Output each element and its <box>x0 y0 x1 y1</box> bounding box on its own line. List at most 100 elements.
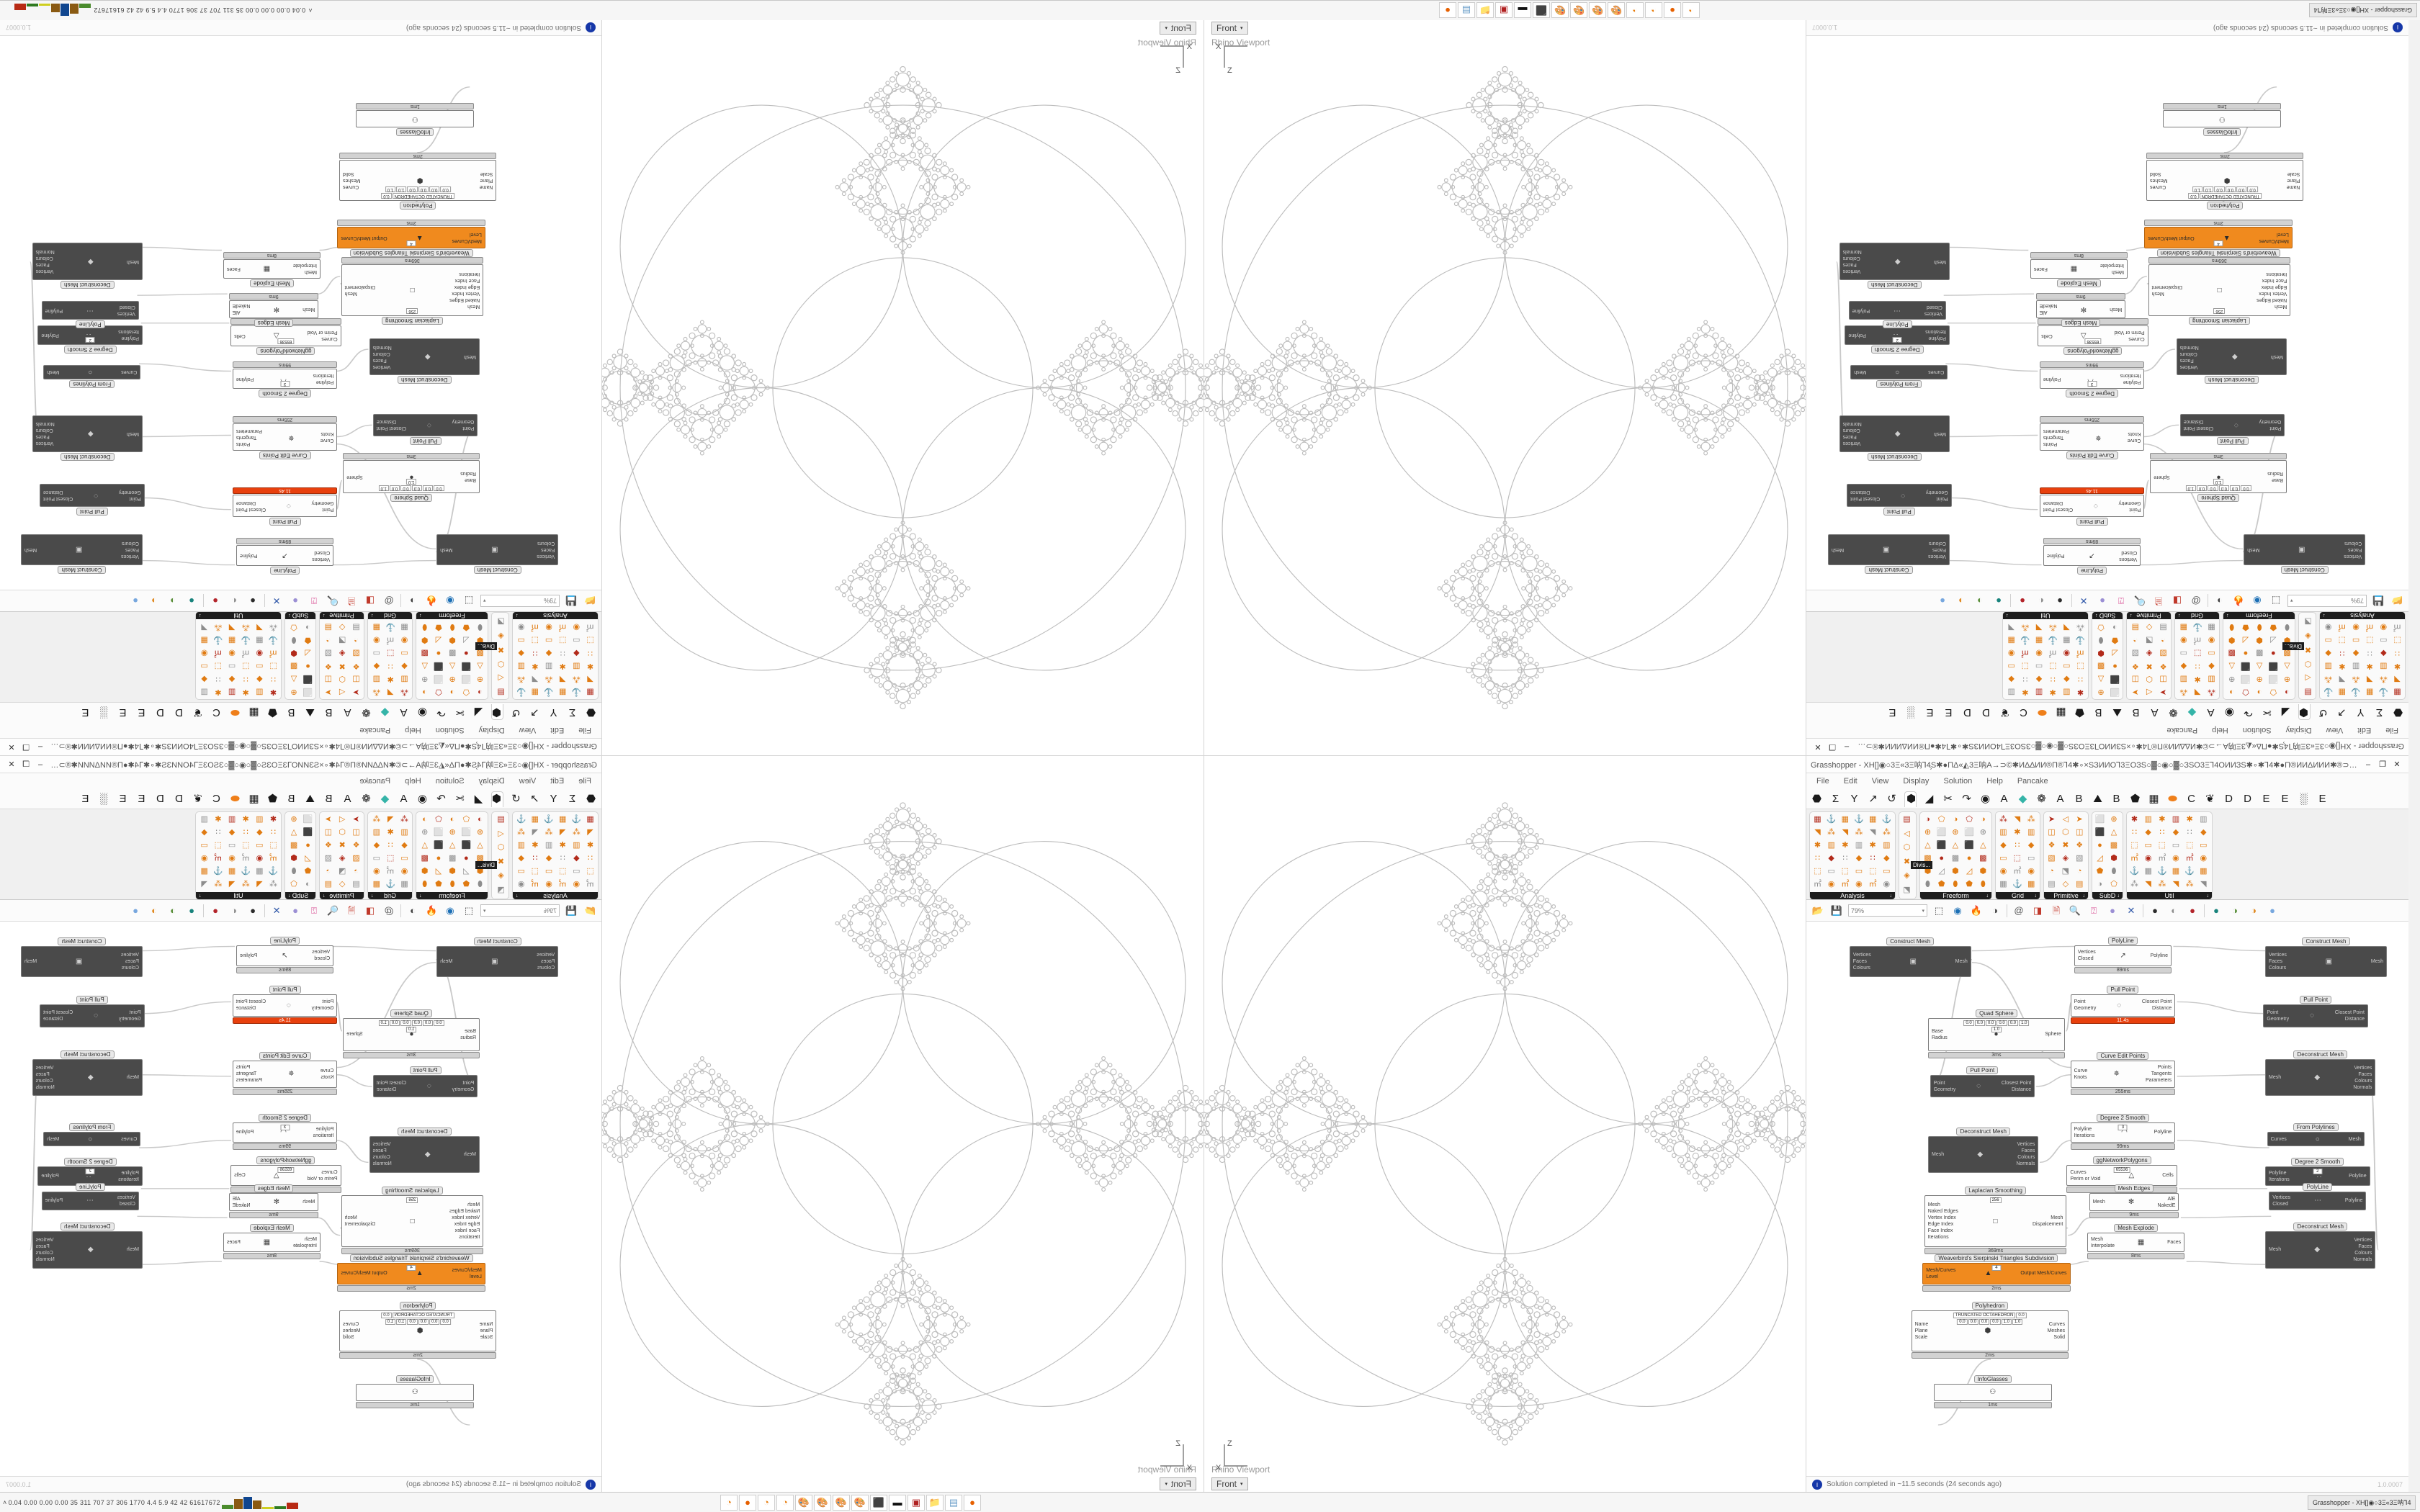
component-tile[interactable]: ▭ <box>400 854 408 863</box>
gimp-app-icon-4[interactable]: 🎨 <box>1551 2 1569 19</box>
gh-component-caption[interactable]: Mesh Edges <box>2114 1184 2154 1192</box>
gh-port-label[interactable]: Face Index <box>2262 277 2287 283</box>
ribbon-group-pin-icon[interactable]: ↓ <box>288 613 291 618</box>
gh-component-fields[interactable]: 65536 <box>277 338 295 344</box>
ribbon-group-pin-icon[interactable]: ↓ <box>2034 893 2038 899</box>
gh-port-label[interactable]: Edge Index <box>454 1222 480 1228</box>
gh-port-label[interactable]: Sphere <box>346 1032 363 1038</box>
ribbon-group-label[interactable]: Freeform ↓ <box>416 612 488 619</box>
gh-component-caption[interactable]: Deconstruct Mesh <box>60 1223 115 1230</box>
gh-port-label[interactable]: Distance <box>376 419 397 425</box>
component-tile[interactable]: ● <box>1966 854 1972 863</box>
component-tile[interactable]: ➤ <box>2076 815 2083 824</box>
chevron-down-icon[interactable]: ▾ <box>1165 26 1168 31</box>
gh-port-label[interactable]: Interpolate <box>292 263 317 269</box>
component-tile[interactable]: ▦ <box>2063 636 2071 644</box>
gh-port-label[interactable]: Mesh <box>463 1151 476 1157</box>
gh-port-label[interactable]: Mesh <box>2092 1200 2105 1205</box>
gh-port-label[interactable]: Faces <box>125 546 139 552</box>
gh-port-label[interactable]: Vertices <box>372 364 391 369</box>
gh-port-label[interactable]: Polyline <box>236 376 254 382</box>
component-tile[interactable]: ✱ <box>559 662 566 670</box>
component-tile[interactable]: ✱ <box>532 841 539 850</box>
gh-port-label[interactable]: Colours <box>121 540 139 546</box>
gh-component-body[interactable]: Point Geometry ◌ Closest Point Distance <box>1930 1074 2035 1098</box>
addon-e3-tab[interactable]: E <box>81 793 89 805</box>
transform-tab[interactable]: ↷ <box>1962 793 1971 805</box>
component-tile[interactable]: ⬡ <box>339 675 346 683</box>
gh-input-ports[interactable]: Point Geometry <box>119 490 141 501</box>
gh-port-label[interactable]: Vertex Index <box>1927 1215 1956 1221</box>
gh-component[interactable]: Quad Sphere Base Radius ● Sphere 0.0 0.0 0.0 0.0… <box>343 1009 480 1058</box>
gh-output-ports[interactable]: Polyline <box>2047 553 2065 558</box>
gh-port-label[interactable]: Vertices <box>1924 311 1942 317</box>
save-file-icon[interactable]: 💾 <box>565 905 578 916</box>
ribbon-group-label[interactable]: Analysis ↓ <box>513 612 598 619</box>
component-tile[interactable]: ∷ <box>215 828 221 837</box>
gh-component[interactable]: Degree 2 Smooth Polyline Iterations ∴ Polyli… <box>37 1157 143 1187</box>
component-tile[interactable]: ⬜ <box>1936 828 1947 837</box>
gh-port-label[interactable]: Polyline <box>2043 376 2061 382</box>
gh-output-ports[interactable]: Polyline <box>2349 1174 2367 1179</box>
gh-input-ports[interactable]: Mesh <box>464 1152 476 1157</box>
open-file-icon[interactable]: 📂 <box>583 595 596 606</box>
gh-component-fields[interactable]: TRUNCATED OCTAHEDRON 0.0 0.0 0.0 0.0 0.0 1.0 1.… <box>379 1313 457 1326</box>
gh-port-label[interactable]: Face Index <box>454 277 480 283</box>
gh-input-field[interactable]: 0.0 <box>411 485 422 492</box>
component-tile[interactable]: ▧ <box>352 649 360 657</box>
component-tile[interactable]: ▦ <box>372 880 381 888</box>
gh-port-label[interactable]: Meshes <box>343 177 361 183</box>
ribbon-group-pin-icon[interactable]: ↓ <box>2206 893 2210 899</box>
gh-component-caption[interactable]: Degree 2 Smooth <box>259 389 311 397</box>
gh-input-ports[interactable]: Vertices Closed <box>312 550 330 562</box>
gh-input-ports[interactable]: Mesh Naked Edges Vertex Index Edge Index Fac… <box>449 271 480 309</box>
gh-port-label[interactable]: Closed <box>314 956 331 962</box>
bird-tab[interactable]: ❦ <box>2205 793 2215 805</box>
rhino-viewport-br[interactable]: Front ▾ Rhino Viewport X Z <box>1204 756 1806 1492</box>
component-tile[interactable]: ✖ <box>339 841 346 850</box>
gh-input-field[interactable]: 0.0 <box>400 485 411 492</box>
gh-output-ports[interactable]: Closest Point Distance <box>236 500 266 512</box>
gh-component-fields[interactable]: 256 <box>1989 1197 2002 1204</box>
blob-tab[interactable]: ⬬ <box>2168 793 2177 805</box>
gh-component[interactable]: Quad Sphere Base Radius ● Sphere 0.0 0.0 0.0 0.0… <box>343 453 480 503</box>
cross-wires-icon[interactable]: ✕ <box>2079 595 2088 606</box>
gh-port-label[interactable]: Name <box>479 184 493 189</box>
gh-port-label[interactable]: AlE <box>2039 310 2048 315</box>
gh-component-caption[interactable]: InfoGlasses <box>2203 128 2241 137</box>
gh-component[interactable]: Mesh Edges Mesh ✻ AlE NakedE 9ms <box>2035 292 2126 328</box>
component-tile[interactable]: ◉ <box>1883 880 1891 888</box>
ribbon-group-pin-icon[interactable]: ↓ <box>199 893 202 899</box>
gh-port-label[interactable]: Polyline <box>41 332 59 338</box>
gh-component-caption[interactable]: Pull Point <box>1966 1066 1999 1074</box>
gh-input-ports[interactable]: Polyline Iterations <box>313 1127 334 1138</box>
component-tile[interactable]: ⬚ <box>2393 636 2401 644</box>
gh-output-ports[interactable]: Closest Point Distance <box>1850 490 1880 501</box>
terrain-tab[interactable]: ⛰ <box>305 793 315 805</box>
ribbon-group-tiles[interactable]: ⁂ ▥ ◆ ▭ ◉ ▦ ◥ ✱ ∷ ⬚ ㎡ ⚓ ⁂ ▥ ◆ ▭ ◉ ▦ <box>368 619 412 699</box>
component-tile[interactable]: ▦ <box>200 636 208 644</box>
ribbon-group-label[interactable]: Grid ↓ <box>368 612 412 619</box>
component-tile[interactable]: ⁂ <box>2130 880 2138 888</box>
gh-component[interactable]: Deconstruct Mesh Mesh ◆ Vertices Faces Colour… <box>32 1050 143 1097</box>
gh-port-label[interactable]: Edge Index <box>454 284 480 289</box>
minimize-button[interactable]: – <box>37 742 43 752</box>
component-tile[interactable]: ▦ <box>531 815 539 824</box>
component-tile[interactable]: ㎡ <box>531 880 539 888</box>
gh-port-label[interactable]: Mesh <box>440 959 453 965</box>
component-tile[interactable]: ⊕ <box>476 828 484 837</box>
ribbon-group-pin-icon[interactable]: ↓ <box>2178 613 2181 618</box>
gh-component-fields[interactable]: 256 <box>2213 307 2226 314</box>
component-tile[interactable]: △ <box>290 828 297 837</box>
gh-port-label[interactable]: Mesh <box>1854 369 1867 375</box>
ribbon-group-pin-icon[interactable]: ↓ <box>2082 893 2086 899</box>
gh-port-label[interactable]: Faces <box>2021 1148 2035 1154</box>
component-tile[interactable]: ▤ <box>1903 815 1911 824</box>
gh-port-label[interactable]: Vertices <box>121 553 139 559</box>
component-tile[interactable]: ⬚ <box>214 841 223 850</box>
component-tile[interactable]: ◥ <box>201 623 207 631</box>
gh-output-ports[interactable]: Points Tangents Parameters <box>236 428 262 446</box>
addon-d2-tab[interactable]: D <box>156 706 164 719</box>
gh-port-label[interactable]: Mesh <box>2275 303 2287 309</box>
gh-port-label[interactable]: Distance <box>2183 419 2204 425</box>
